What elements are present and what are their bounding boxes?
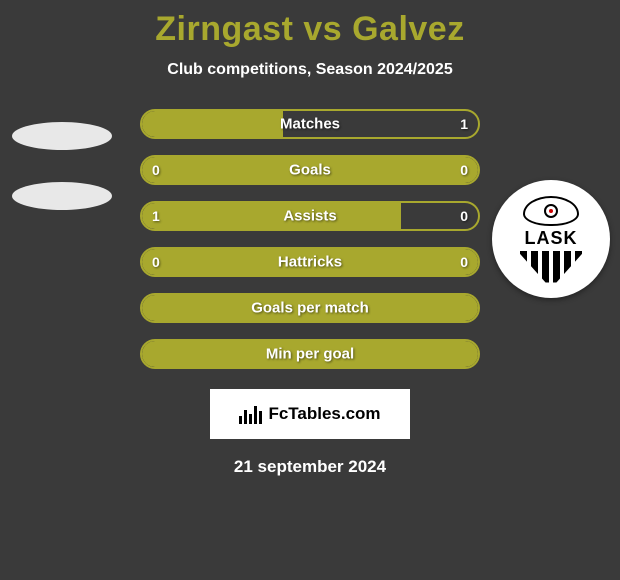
stat-label: Min per goal: [266, 346, 354, 363]
fctables-label: FcTables.com: [268, 404, 380, 424]
ellipse-shape: [12, 122, 112, 150]
stat-value-right: 0: [460, 208, 468, 224]
stat-label: Goals: [289, 162, 331, 179]
stat-label: Hattricks: [278, 254, 342, 271]
fctables-icon: [239, 404, 262, 424]
page-title: Zirngast vs Galvez: [155, 10, 464, 49]
date-label: 21 september 2024: [234, 457, 386, 477]
stat-label: Assists: [283, 208, 336, 225]
stat-row: Hattricks 0 0: [140, 247, 480, 277]
lask-logo: LASK: [492, 180, 610, 298]
fctables-badge: FcTables.com: [210, 389, 410, 439]
stat-row: Assists 1 0: [140, 201, 480, 231]
stat-value-right: 0: [460, 162, 468, 178]
stat-fill-left: [142, 111, 283, 137]
stat-label: Goals per match: [251, 300, 369, 317]
stat-row: Matches 1: [140, 109, 480, 139]
lask-logo-crest-icon: [523, 196, 579, 226]
lask-logo-stripes-icon: [517, 251, 585, 283]
stat-label: Matches: [280, 116, 340, 133]
lask-logo-text: LASK: [525, 228, 578, 249]
stat-fill-left: [142, 203, 401, 229]
stat-row: Goals per match: [140, 293, 480, 323]
stat-value-right: 0: [460, 254, 468, 270]
stat-row: Goals 0 0: [140, 155, 480, 185]
left-placeholder-shapes: [12, 122, 112, 210]
stat-value-left: 1: [152, 208, 160, 224]
stat-value-left: 0: [152, 162, 160, 178]
subtitle: Club competitions, Season 2024/2025: [167, 61, 452, 79]
stat-row: Min per goal: [140, 339, 480, 369]
stat-value-right: 1: [460, 116, 468, 132]
stat-value-left: 0: [152, 254, 160, 270]
ellipse-shape: [12, 182, 112, 210]
